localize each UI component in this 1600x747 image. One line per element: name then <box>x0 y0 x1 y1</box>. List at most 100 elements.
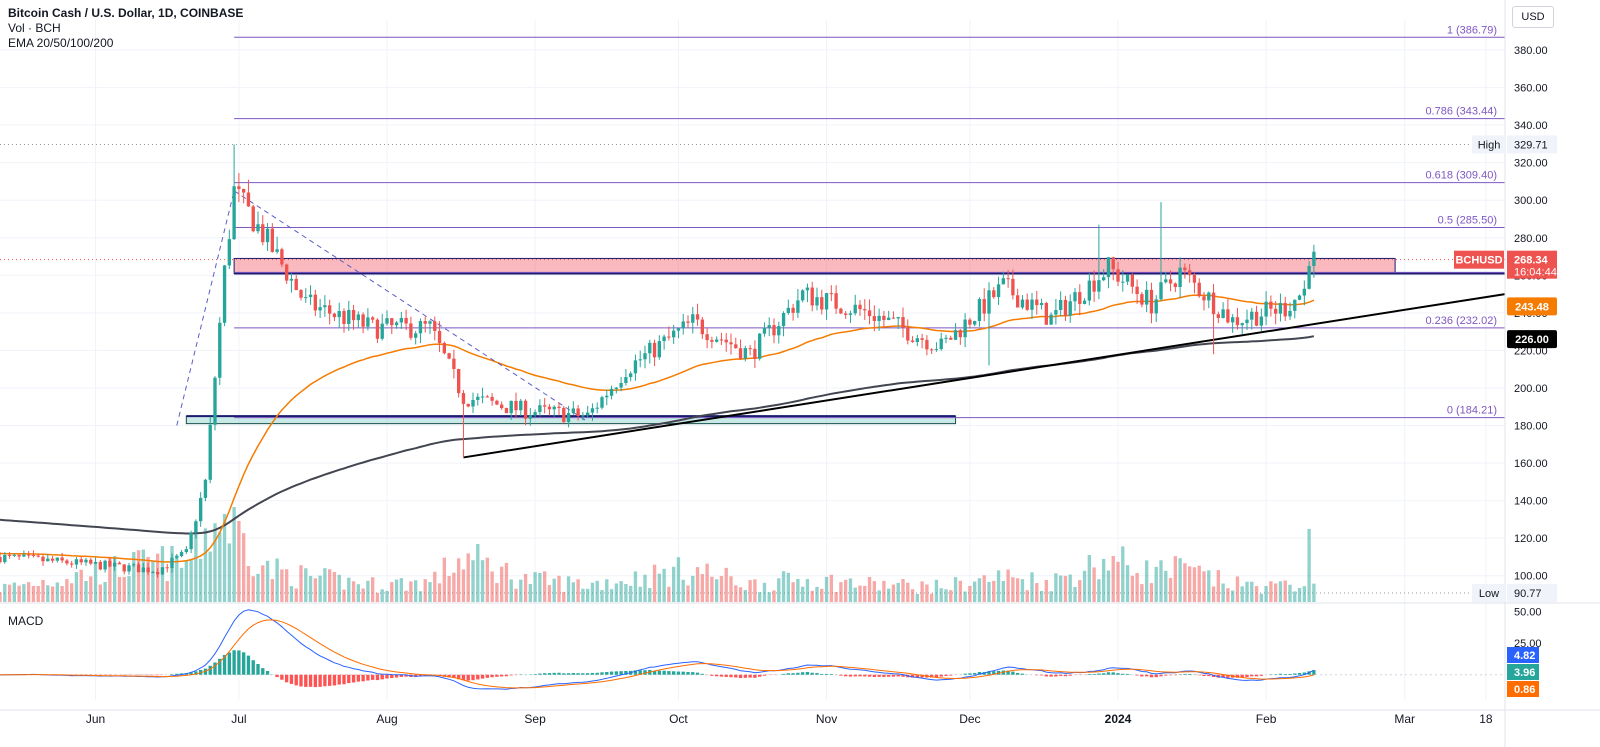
volume-bar <box>576 579 580 602</box>
ema-legend[interactable]: EMA 20/50/100/200 <box>8 36 114 50</box>
candle <box>523 399 528 426</box>
price-tick-label: 300.00 <box>1514 195 1548 207</box>
volume-bar <box>910 589 915 602</box>
volume-bar <box>729 576 733 602</box>
candle <box>504 407 509 414</box>
volume-bar <box>1173 556 1178 602</box>
candle <box>724 333 728 352</box>
macd-hist-bar <box>848 674 853 677</box>
candle <box>1049 312 1053 325</box>
macd-hist-bar <box>987 671 991 675</box>
macd-hist-bar <box>872 674 877 677</box>
macd-hist-bar <box>1288 673 1292 675</box>
volume-bar <box>1293 591 1297 602</box>
time-tick-label: Feb <box>1256 712 1277 726</box>
candle <box>624 368 628 386</box>
candle <box>853 294 857 316</box>
macd-hist-bar <box>557 672 561 675</box>
macd-hist-bar <box>671 671 676 675</box>
candle <box>910 336 915 343</box>
candle <box>843 311 848 319</box>
candle <box>834 285 838 314</box>
candle <box>628 371 633 382</box>
volume-bar <box>1082 570 1087 602</box>
volume-bar <box>275 558 279 602</box>
candle <box>1030 293 1034 319</box>
candle <box>1173 282 1178 293</box>
macd-hist-bar <box>829 674 834 675</box>
volume-bar <box>877 590 881 602</box>
candle <box>265 222 270 251</box>
candle <box>342 308 346 333</box>
volume-bar <box>1111 556 1115 602</box>
candle <box>934 342 939 352</box>
candle <box>676 327 681 339</box>
volume-bar <box>194 522 198 602</box>
macd-hist-bar <box>1054 674 1058 677</box>
volume-bar <box>1221 583 1225 602</box>
macd-hist-bar <box>786 673 791 675</box>
macd-legend[interactable]: MACD <box>8 614 44 628</box>
volume-bar <box>327 569 332 602</box>
candle <box>557 402 561 416</box>
candle <box>1063 295 1068 322</box>
volume-bar <box>504 562 509 602</box>
volume-bar <box>1254 586 1259 602</box>
candle <box>590 403 595 421</box>
candle <box>1078 284 1082 316</box>
candle <box>275 236 279 254</box>
macd-hist-bar <box>227 652 232 675</box>
candle <box>480 387 485 404</box>
macd-hist-bar <box>939 674 943 677</box>
candle <box>1235 307 1240 330</box>
volume-bar <box>227 543 232 602</box>
time-tick-label: Aug <box>376 712 397 726</box>
volume-bar <box>1020 579 1025 602</box>
candle <box>748 344 752 356</box>
macd-hist-bar <box>676 671 681 675</box>
volume-bar <box>284 569 289 602</box>
macd-hist-bar <box>476 674 480 680</box>
candle <box>184 546 189 554</box>
volume-bar <box>824 576 829 602</box>
macd-hist-bar <box>342 674 346 685</box>
volume-legend[interactable]: Vol · BCH <box>8 21 61 35</box>
volume-bar <box>643 574 647 602</box>
candle <box>323 295 327 317</box>
macd-hist-bar <box>714 674 719 677</box>
volume-bar <box>1140 584 1144 602</box>
currency-button[interactable]: USD <box>1512 6 1554 28</box>
low-tag: Low 90.77 <box>1472 584 1557 603</box>
volume-bar <box>982 575 986 602</box>
macd-hist-bar <box>485 674 490 678</box>
macd-hist-bar <box>614 671 619 675</box>
volume-bar <box>595 580 599 602</box>
candle <box>1278 293 1283 322</box>
macd-hist-bar <box>1187 673 1192 675</box>
candle <box>356 311 361 328</box>
candle <box>643 345 647 369</box>
volume-bar <box>399 578 404 602</box>
macd-hist-bar <box>748 674 752 678</box>
candle <box>284 263 289 284</box>
volume-bar <box>528 583 533 602</box>
candle <box>671 325 676 344</box>
candle <box>839 307 843 315</box>
volume-bar <box>136 550 141 602</box>
volume-bar <box>829 574 834 602</box>
volume-bar <box>786 572 791 602</box>
macd-hist-bar <box>566 673 571 675</box>
candle <box>246 179 251 207</box>
svg-text:243.48: 243.48 <box>1515 301 1549 313</box>
candle <box>69 560 74 568</box>
volume-bar <box>934 579 939 602</box>
candle <box>442 341 447 355</box>
volume-bar <box>839 582 843 602</box>
macd-hist-bar <box>1159 674 1163 677</box>
volume-bar <box>958 580 963 602</box>
volume-bar <box>170 545 174 602</box>
candle <box>619 376 623 392</box>
candle <box>495 399 499 406</box>
macd-hist-bar <box>1250 674 1254 677</box>
